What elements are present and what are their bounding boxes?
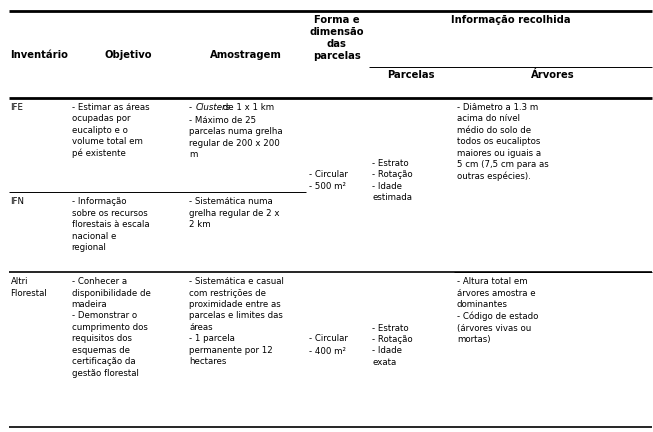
Text: -: - (189, 103, 195, 112)
Text: - Sistemática e casual
com restrições de
proximidade entre as
parcelas e limites: - Sistemática e casual com restrições de… (189, 277, 284, 366)
Text: - Circular
- 500 m²: - Circular - 500 m² (309, 170, 348, 191)
Text: - Conhecer a
disponibilidade de
madeira
- Demonstrar o
cumprimento dos
requisito: - Conhecer a disponibilidade de madeira … (72, 277, 151, 378)
Text: Parcelas: Parcelas (387, 70, 435, 79)
Text: - Sistemática numa
grelha regular de 2 x
2 km: - Sistemática numa grelha regular de 2 x… (189, 197, 279, 229)
Text: Amostragem: Amostragem (210, 50, 281, 60)
Text: Árvores: Árvores (531, 70, 575, 79)
Text: de 1 x 1 km: de 1 x 1 km (220, 103, 274, 112)
Text: Altri
Florestal: Altri Florestal (10, 277, 47, 298)
Text: - Diâmetro a 1.3 m
acima do nível
médio do solo de
todos os eucaliptos
maiores o: - Diâmetro a 1.3 m acima do nível médio … (457, 103, 549, 181)
Text: - Circular
- 400 m²: - Circular - 400 m² (309, 334, 348, 356)
Text: Inventário: Inventário (10, 50, 68, 60)
Text: Informação recolhida: Informação recolhida (451, 15, 570, 25)
Text: IFN: IFN (10, 197, 24, 206)
Text: Clusters: Clusters (195, 103, 231, 112)
Text: Objetivo: Objetivo (104, 50, 151, 60)
Text: - Altura total em
árvores amostra e
dominantes
- Código de estado
(árvores vivas: - Altura total em árvores amostra e domi… (457, 277, 538, 344)
Text: - Máximo de 25
parcelas numa grelha
regular de 200 x 200
m: - Máximo de 25 parcelas numa grelha regu… (189, 116, 283, 159)
Text: IFE: IFE (10, 103, 24, 112)
Text: - Estrato
- Rotação
- Idade
estimada: - Estrato - Rotação - Idade estimada (372, 159, 413, 202)
Text: - Estimar as áreas
ocupadas por
eucalipto e o
volume total em
pé existente: - Estimar as áreas ocupadas por eucalipt… (72, 103, 150, 158)
Text: Forma e
dimensão
das
parcelas: Forma e dimensão das parcelas (310, 15, 364, 61)
Text: - Informação
sobre os recursos
florestais à escala
nacional e
regional: - Informação sobre os recursos florestai… (72, 197, 150, 252)
Text: - Estrato
- Rotação
- Idade
exata: - Estrato - Rotação - Idade exata (372, 324, 413, 367)
